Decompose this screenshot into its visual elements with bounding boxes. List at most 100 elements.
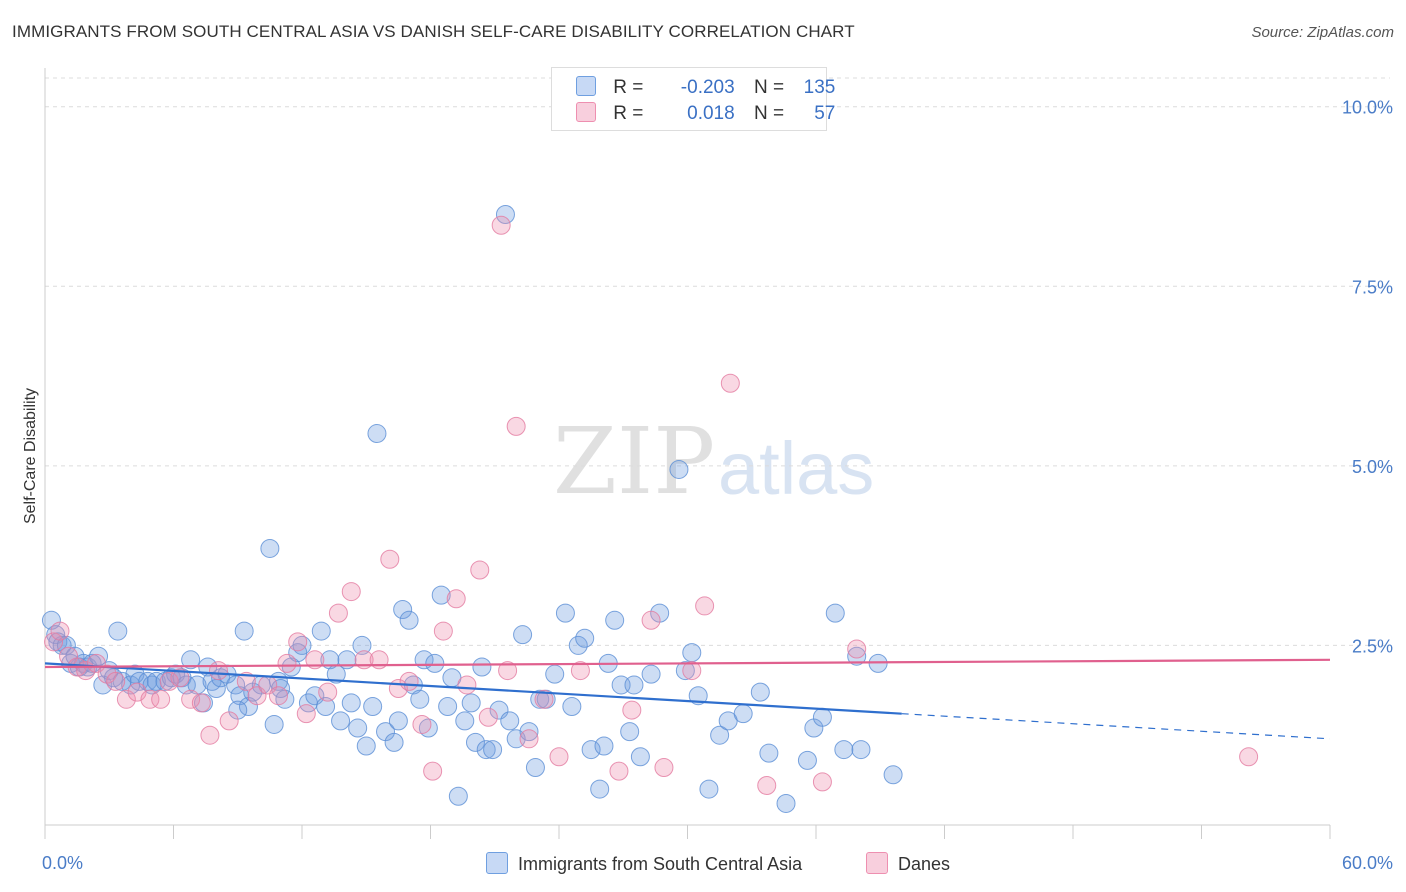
point-danes-18 [219, 711, 239, 731]
legend-label-immigrants: Immigrants from South Central Asia [518, 854, 803, 874]
point-danes-37 [433, 621, 453, 641]
point-immigrants-126 [851, 740, 871, 760]
point-immigrants-93 [545, 664, 565, 684]
point-immigrants-46 [275, 689, 295, 709]
y-axis-label: Self-Care Disability [22, 388, 39, 524]
point-immigrants-107 [641, 664, 661, 684]
trend-line-danes [44, 658, 1331, 669]
point-danes-52 [654, 758, 674, 778]
point-immigrants-91 [530, 689, 550, 709]
point-immigrants-111 [682, 643, 702, 663]
point-immigrants-110 [675, 661, 695, 681]
point-immigrants-82 [476, 740, 496, 760]
point-immigrants-52 [311, 621, 331, 641]
chart-title: IMMIGRANTS FROM SOUTH CENTRAL ASIA VS DA… [12, 22, 855, 41]
point-immigrants-105 [624, 675, 644, 695]
point-immigrants-36 [226, 675, 246, 695]
correlation-legend: R = -0.203 N = 135 R = 0.018 N = 57 [551, 67, 835, 131]
point-immigrants-118 [759, 743, 779, 763]
y-tick-label-2: 7.5% [1352, 277, 1393, 297]
point-danes-57 [812, 772, 832, 792]
point-danes-34 [399, 671, 419, 691]
point-immigrants-79 [461, 693, 481, 713]
legend-row-immigrants: R = -0.203 N = 135 [576, 76, 835, 102]
axes [44, 68, 1331, 839]
point-danes-56 [757, 775, 777, 795]
point-immigrants-45 [271, 679, 291, 699]
legend-item-danes: Danes [866, 852, 950, 875]
legend-n-value: 57 [814, 103, 836, 124]
point-immigrants-104 [620, 722, 640, 742]
legend-n-label: N = [753, 103, 785, 124]
point-immigrants-63 [367, 424, 387, 444]
trend-line-immigrants [44, 662, 902, 715]
point-danes-17 [208, 661, 228, 681]
point-immigrants-70 [410, 689, 430, 709]
point-danes-10 [140, 689, 160, 709]
point-danes-25 [296, 704, 316, 724]
point-immigrants-56 [331, 711, 351, 731]
point-immigrants-88 [513, 625, 533, 645]
point-danes-44 [506, 416, 526, 436]
point-immigrants-122 [812, 707, 832, 727]
y-tick-label-0: 2.5% [1352, 636, 1393, 656]
point-immigrants-53 [316, 696, 336, 716]
point-immigrants-60 [352, 635, 372, 655]
point-immigrants-59 [348, 718, 368, 738]
legend-row-danes: R = 0.018 N = 57 [576, 102, 835, 128]
point-immigrants-11 [89, 646, 109, 666]
point-danes-59 [1239, 747, 1259, 767]
point-immigrants-38 [234, 621, 254, 641]
point-immigrants-75 [438, 696, 458, 716]
legend-swatch-danes [576, 102, 596, 122]
point-danes-27 [318, 682, 338, 702]
point-immigrants-97 [575, 628, 595, 648]
point-danes-22 [268, 686, 288, 706]
legend-swatch-immigrants [576, 76, 596, 96]
point-danes-50 [622, 700, 642, 720]
point-immigrants-78 [455, 711, 475, 731]
point-danes-15 [191, 693, 211, 713]
point-immigrants-66 [388, 711, 408, 731]
point-danes-16 [200, 725, 220, 745]
trend-line-extension-immigrants [901, 713, 1331, 740]
legend-label-danes: Danes [898, 854, 951, 874]
point-immigrants-113 [699, 779, 719, 799]
legend-n-value: 135 [803, 77, 836, 98]
point-immigrants-42 [260, 538, 280, 558]
point-immigrants-89 [519, 722, 539, 742]
legend-r-label: R = [613, 77, 644, 98]
point-immigrants-109 [669, 459, 689, 479]
point-danes-14 [181, 689, 201, 709]
x-tick-label-1: 60.0% [1342, 853, 1393, 873]
point-immigrants-99 [590, 779, 610, 799]
point-immigrants-61 [356, 736, 376, 756]
point-immigrants-68 [399, 610, 419, 630]
point-danes-19 [236, 671, 256, 691]
point-danes-36 [423, 761, 443, 781]
grid-lines [45, 77, 1390, 646]
point-danes-40 [470, 560, 490, 580]
point-danes-13 [170, 668, 190, 688]
point-immigrants-65 [384, 732, 404, 752]
point-danes-23 [277, 653, 297, 673]
watermark-atlas: atlas [718, 427, 875, 510]
legend-r-value: -0.203 [680, 77, 735, 98]
point-immigrants-96 [568, 635, 588, 655]
point-immigrants-29 [187, 675, 207, 695]
point-danes-28 [328, 603, 348, 623]
source-label: Source: ZipAtlas.com [1251, 24, 1394, 41]
point-danes-35 [412, 714, 432, 734]
point-immigrants-72 [418, 718, 438, 738]
point-immigrants-58 [341, 693, 361, 713]
legend-r-label: R = [613, 103, 644, 124]
point-immigrants-95 [562, 696, 582, 716]
legend-item-immigrants: Immigrants from South Central Asia [486, 852, 802, 875]
point-danes-29 [341, 582, 361, 602]
legend-n-label: N = [753, 77, 785, 98]
legend-swatch-immigrants [486, 852, 508, 874]
point-immigrants-81 [472, 657, 492, 677]
point-danes-46 [534, 689, 554, 709]
point-immigrants-124 [834, 740, 854, 760]
